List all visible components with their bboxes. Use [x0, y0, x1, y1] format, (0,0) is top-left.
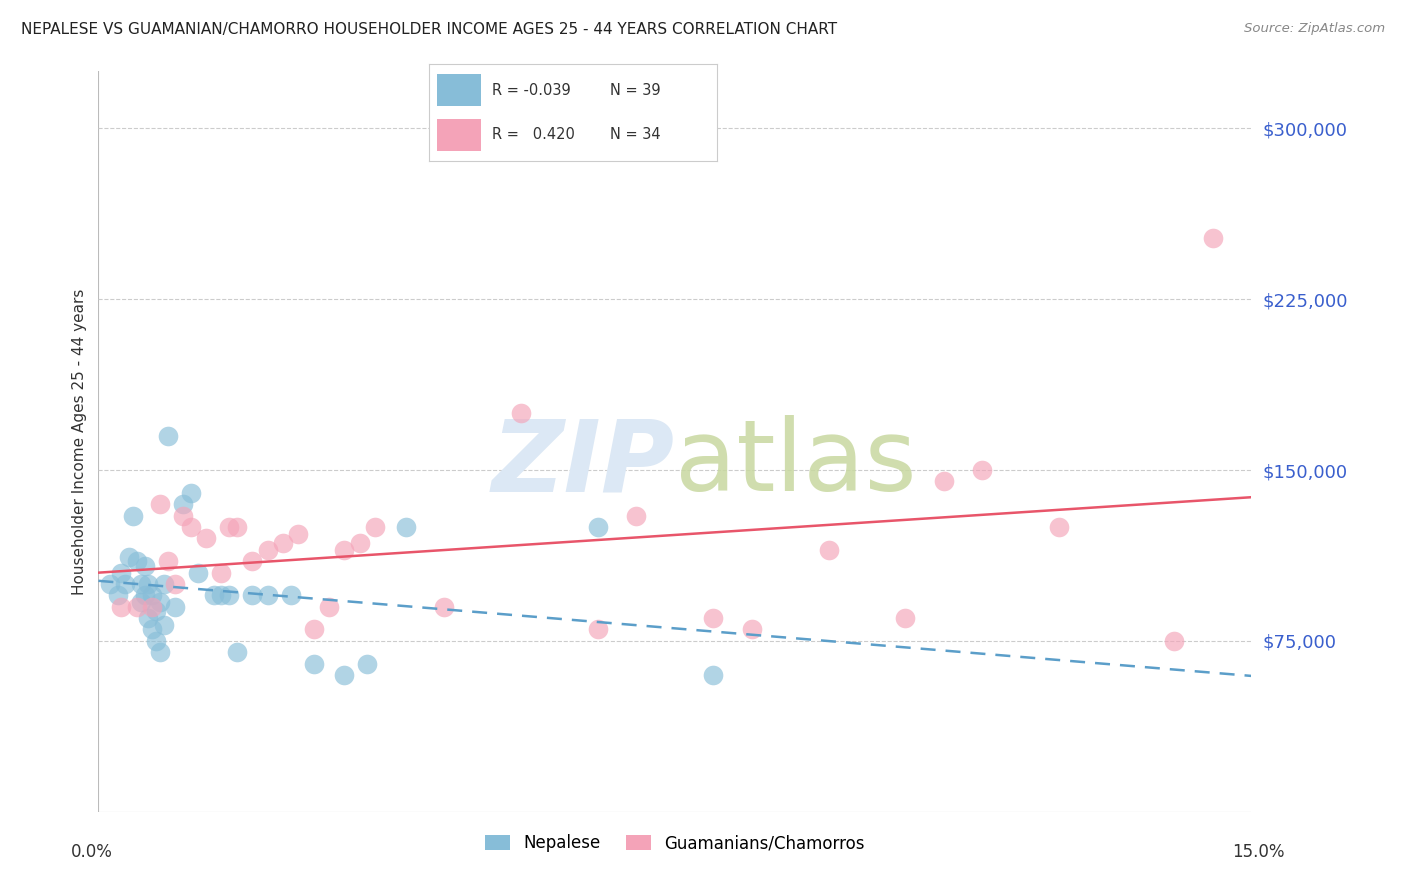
Point: [817, 542, 839, 557]
Point: [240, 554, 263, 568]
Point: [1047, 520, 1070, 534]
Point: [149, 497, 172, 511]
Point: [302, 623, 325, 637]
Point: [702, 668, 724, 682]
Point: [209, 588, 232, 602]
Point: [138, 611, 160, 625]
Point: [972, 463, 994, 477]
Point: [152, 577, 174, 591]
Text: ZIP: ZIP: [492, 416, 675, 512]
Point: [586, 623, 609, 637]
Text: R = -0.039: R = -0.039: [492, 83, 571, 98]
Point: [172, 508, 194, 523]
Point: [356, 657, 378, 671]
Point: [149, 645, 172, 659]
Point: [225, 520, 247, 534]
Point: [218, 520, 240, 534]
Point: [118, 549, 141, 564]
Point: [395, 520, 418, 534]
Point: [156, 554, 179, 568]
Text: Source: ZipAtlas.com: Source: ZipAtlas.com: [1244, 22, 1385, 36]
Point: [172, 497, 194, 511]
Point: [195, 532, 218, 546]
Point: [110, 566, 132, 580]
Point: [932, 475, 955, 489]
Point: [287, 526, 309, 541]
Point: [129, 577, 152, 591]
Point: [510, 406, 533, 420]
Point: [141, 588, 163, 602]
Legend: Nepalese, Guamanians/Chamorros: Nepalese, Guamanians/Chamorros: [478, 828, 872, 859]
Point: [129, 595, 152, 609]
Point: [349, 536, 371, 550]
Point: [626, 508, 648, 523]
Text: N = 34: N = 34: [610, 127, 661, 142]
Point: [240, 588, 263, 602]
Point: [134, 588, 156, 602]
Point: [180, 485, 202, 500]
Point: [98, 577, 121, 591]
Point: [187, 566, 209, 580]
Point: [138, 577, 160, 591]
Point: [145, 633, 167, 648]
Point: [114, 577, 136, 591]
Text: 15.0%: 15.0%: [1232, 843, 1285, 861]
Point: [165, 599, 187, 614]
Text: NEPALESE VS GUAMANIAN/CHAMORRO HOUSEHOLDER INCOME AGES 25 - 44 YEARS CORRELATION: NEPALESE VS GUAMANIAN/CHAMORRO HOUSEHOLD…: [21, 22, 837, 37]
Point: [110, 599, 132, 614]
Point: [894, 611, 917, 625]
Point: [1202, 230, 1225, 244]
Point: [107, 588, 129, 602]
Point: [256, 588, 278, 602]
Point: [180, 520, 202, 534]
Point: [125, 599, 148, 614]
Point: [225, 645, 247, 659]
Point: [152, 618, 174, 632]
Point: [218, 588, 240, 602]
Bar: [437, 74, 481, 105]
Text: 0.0%: 0.0%: [70, 843, 112, 861]
Point: [125, 554, 148, 568]
Point: [333, 542, 356, 557]
Point: [256, 542, 278, 557]
Point: [202, 588, 225, 602]
Point: [586, 520, 609, 534]
Text: atlas: atlas: [675, 416, 917, 512]
Point: [122, 508, 145, 523]
Text: N = 39: N = 39: [610, 83, 661, 98]
Point: [433, 599, 456, 614]
Point: [209, 566, 232, 580]
Point: [134, 558, 156, 573]
Point: [271, 536, 294, 550]
Point: [318, 599, 340, 614]
Text: R =   0.420: R = 0.420: [492, 127, 575, 142]
Bar: [437, 120, 481, 151]
Point: [333, 668, 356, 682]
Point: [149, 595, 172, 609]
Point: [1163, 633, 1185, 648]
Point: [702, 611, 724, 625]
Point: [364, 520, 387, 534]
Point: [165, 577, 187, 591]
Point: [145, 604, 167, 618]
Point: [741, 623, 763, 637]
Y-axis label: Householder Income Ages 25 - 44 years: Householder Income Ages 25 - 44 years: [72, 288, 87, 595]
Point: [141, 623, 163, 637]
Point: [302, 657, 325, 671]
Point: [280, 588, 302, 602]
Point: [141, 599, 163, 614]
Point: [156, 429, 179, 443]
